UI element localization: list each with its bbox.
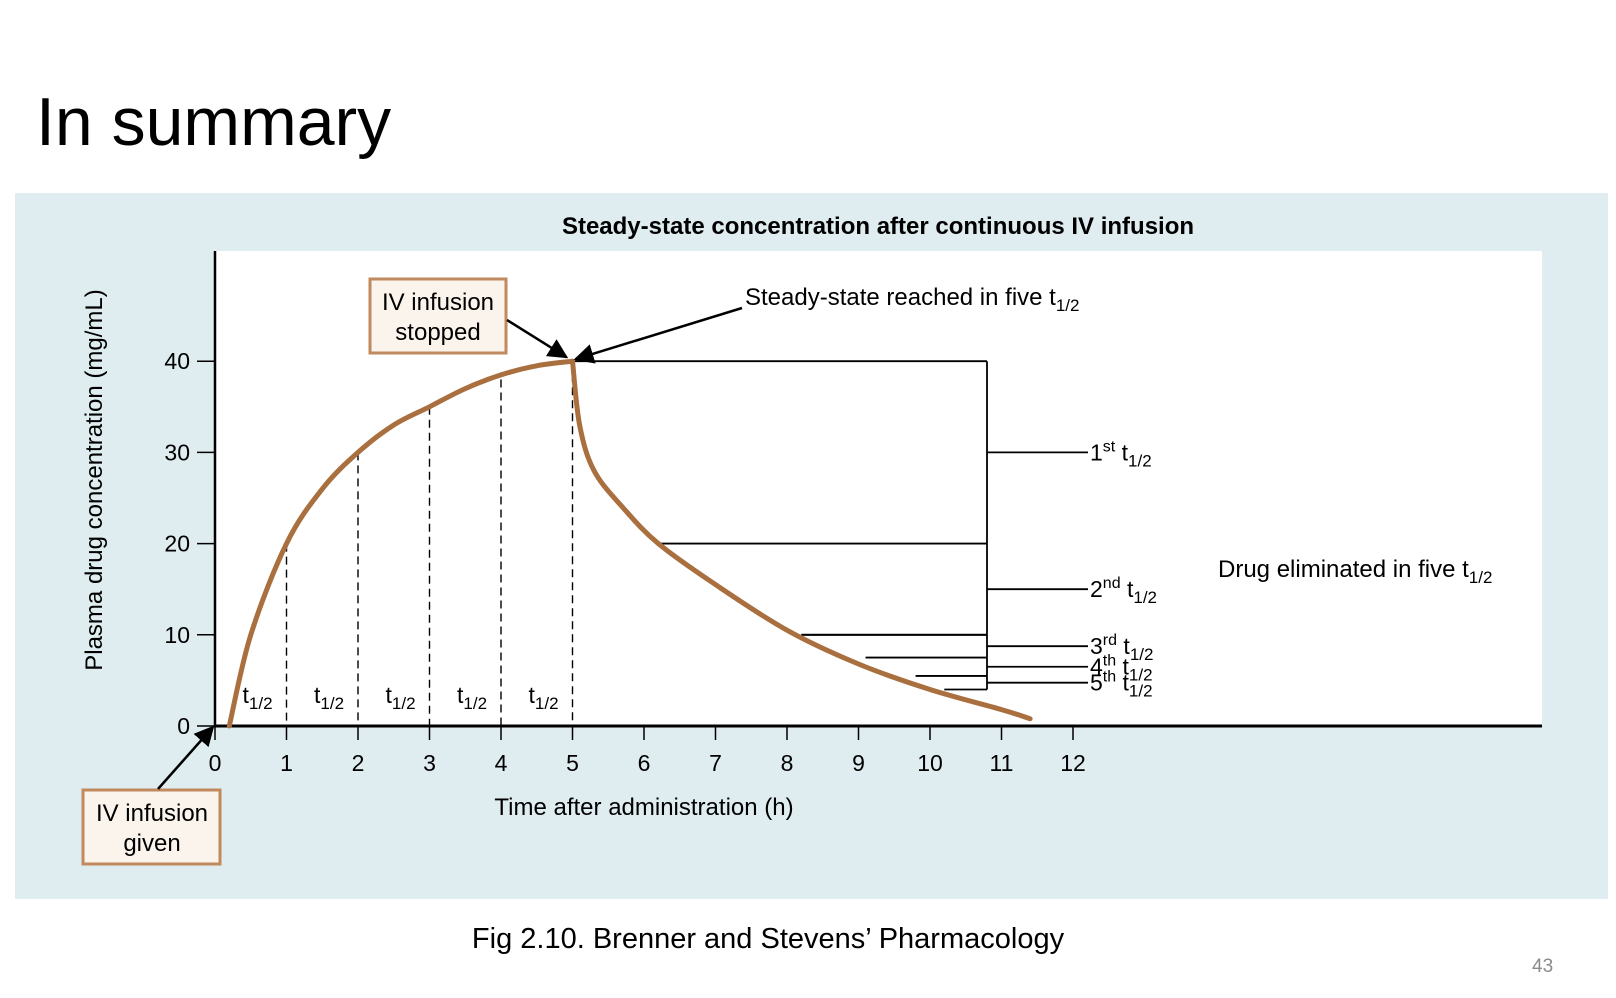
concentration-curve-elimination — [570, 358, 1033, 722]
half-life-interval-sub: 1/2 — [392, 694, 416, 713]
y-tick-label: 30 — [164, 439, 190, 465]
elimination-half-life-label: 4th t1/2 — [1090, 653, 1153, 685]
x-tick-label: 6 — [638, 750, 651, 776]
slide-title: In summary — [36, 84, 392, 160]
half-life-ordinal: 4 — [1090, 654, 1103, 680]
iv-infusion-stopped-callout-box — [368, 277, 508, 355]
half-life-base: t — [1121, 576, 1134, 602]
half-life-base: t — [1116, 670, 1129, 696]
half-life-base: t — [1115, 439, 1128, 465]
half-life-sub: 1/2 — [1129, 682, 1153, 701]
x-tick-label: 8 — [781, 750, 794, 776]
drug-eliminated-text: Drug eliminated in five t — [1218, 556, 1469, 583]
half-life-interval-base: t — [314, 682, 321, 708]
x-tick-label: 4 — [495, 750, 508, 776]
iv-infusion-stopped-callout: IV infusion stopped — [368, 277, 508, 355]
half-life-interval-sub: 1/2 — [535, 694, 559, 713]
chart-title: Steady-state concentration after continu… — [562, 213, 1194, 240]
x-tick-label: 7 — [709, 750, 722, 776]
x-tick-label: 5 — [566, 750, 579, 776]
x-tick-label: 3 — [423, 750, 436, 776]
drug-eliminated-sub: 1/2 — [1469, 568, 1493, 587]
half-life-interval-sub: 1/2 — [463, 694, 487, 713]
half-life-interval-base: t — [457, 682, 464, 708]
steady-state-annotation: Steady-state reached in five t1/2 — [745, 284, 1079, 315]
iv-infusion-stopped-callout-text: IV infusion — [382, 289, 494, 316]
half-life-interval-base: t — [386, 682, 393, 708]
iv-infusion-given-callout-box — [81, 788, 222, 866]
x-tick-label: 1 — [280, 750, 293, 776]
steady-state-sub: 1/2 — [1056, 296, 1080, 315]
y-tick-label: 0 — [177, 713, 190, 739]
half-life-sub: 1/2 — [1133, 588, 1157, 607]
half-life-ordinal-suffix: th — [1103, 669, 1116, 686]
half-life-interval-label: t1/2 — [314, 682, 344, 713]
x-tick-label: 10 — [917, 750, 943, 776]
drug-eliminated-annotation: Drug eliminated in five t1/2 — [1218, 556, 1492, 587]
half-life-interval-base: t — [529, 682, 536, 708]
half-life-ordinal-suffix: st — [1103, 438, 1116, 455]
half-life-interval-label: t1/2 — [457, 682, 487, 713]
half-life-sub: 1/2 — [1128, 451, 1152, 470]
half-life-interval-base: t — [243, 682, 250, 708]
half-life-sub: 1/2 — [1130, 645, 1154, 664]
elimination-half-life-label: 1st t1/2 — [1090, 438, 1152, 470]
half-life-interval-sub: 1/2 — [249, 694, 273, 713]
concentration-curve-infusion — [226, 358, 575, 729]
infusion-stopped-arrow — [506, 318, 569, 359]
iv-infusion-given-callout-text: IV infusion — [96, 800, 208, 827]
half-life-interval-sub: 1/2 — [320, 694, 344, 713]
half-life-interval-label: t1/2 — [386, 682, 416, 713]
y-tick-label: 20 — [164, 531, 190, 557]
half-life-base: t — [1117, 633, 1130, 659]
half-life-ordinal: 1 — [1090, 439, 1103, 465]
x-axis-label: Time after administration (h) — [494, 794, 793, 821]
y-tick-label: 10 — [164, 622, 190, 648]
page-number: 43 — [1532, 956, 1554, 977]
half-life-interval-label: t1/2 — [529, 682, 559, 713]
steady-state-text: Steady-state reached in five t — [745, 284, 1056, 311]
iv-infusion-stopped-callout-text: stopped — [395, 319, 480, 346]
half-life-ordinal: 2 — [1090, 576, 1103, 602]
x-tick-label: 12 — [1060, 750, 1086, 776]
y-tick-label: 40 — [164, 348, 190, 374]
figure-caption: Fig 2.10. Brenner and Stevens’ Pharmacol… — [471, 923, 1065, 955]
half-life-base: t — [1116, 654, 1129, 680]
x-tick-label: 11 — [990, 750, 1014, 776]
half-life-interval-label: t1/2 — [243, 682, 273, 713]
iv-infusion-given-callout: IV infusion given — [81, 788, 222, 866]
x-tick-label: 0 — [209, 750, 222, 776]
half-life-sub: 1/2 — [1129, 666, 1153, 685]
half-life-ordinal: 5 — [1090, 670, 1103, 696]
elimination-half-life-label: 2nd t1/2 — [1090, 575, 1157, 607]
x-tick-label: 9 — [852, 750, 865, 776]
iv-infusion-given-callout-text: given — [123, 830, 180, 857]
y-axis-label: Plasma drug concentration (mg/mL) — [81, 289, 108, 671]
half-life-ordinal-suffix: th — [1103, 653, 1116, 670]
elimination-half-life-label: 3rd t1/2 — [1090, 632, 1153, 664]
half-life-ordinal-suffix: rd — [1103, 632, 1117, 649]
x-tick-label: 2 — [352, 750, 365, 776]
infusion-given-arrow — [157, 725, 215, 790]
steady-state-arrow — [573, 306, 743, 364]
elimination-half-life-label: 5th t1/2 — [1090, 669, 1153, 701]
half-life-ordinal: 3 — [1090, 633, 1103, 659]
half-life-ordinal-suffix: nd — [1103, 575, 1121, 592]
